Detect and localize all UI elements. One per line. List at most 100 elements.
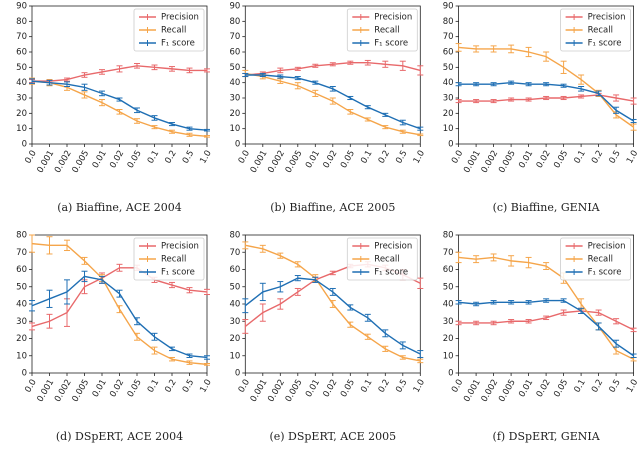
error-bar <box>455 320 462 326</box>
error-bar <box>329 97 336 105</box>
error-bar <box>64 279 70 305</box>
error-bar <box>613 339 620 348</box>
legend-label: Recall <box>374 26 399 36</box>
x-tick-label: 0.05 <box>339 149 357 170</box>
x-tick-label: 0.1 <box>572 378 587 395</box>
error-bar <box>525 256 532 269</box>
error-bar <box>543 262 550 270</box>
error-bar <box>151 64 158 71</box>
y-tick-label: 10 <box>229 124 240 134</box>
error-bar <box>578 74 585 85</box>
chart-caption: (e) DSpERT, ACE 2005 <box>269 430 396 443</box>
x-tick-label: 0.5 <box>394 378 409 395</box>
error-bar <box>347 321 354 328</box>
error-bar <box>347 109 354 115</box>
legend-box <box>133 8 205 52</box>
error-bar <box>29 322 35 331</box>
y-tick-label: 60 <box>443 48 454 58</box>
error-bar <box>277 298 284 310</box>
error-bar <box>312 63 319 68</box>
x-tick-label: 0.1 <box>146 378 161 395</box>
error-bar <box>204 128 210 132</box>
error-bar <box>490 99 497 104</box>
x-tick-label: 0.5 <box>394 149 409 166</box>
x-tick-label: 0.0 <box>450 149 465 166</box>
error-bar <box>186 126 193 131</box>
error-bar <box>399 119 406 126</box>
error-bar <box>204 355 210 360</box>
error-bar <box>294 287 301 296</box>
error-bar <box>382 112 389 117</box>
y-tick-label: 50 <box>229 282 240 292</box>
y-tick-label: 50 <box>229 63 240 73</box>
legend-label: Recall <box>161 255 186 265</box>
error-bar <box>595 322 602 331</box>
error-bar <box>242 298 249 314</box>
error-bar <box>490 82 497 87</box>
x-tick-label: 0.01 <box>517 378 535 399</box>
error-bar <box>134 63 140 69</box>
x-tick-label: 0.005 <box>70 149 91 175</box>
y-tick-label: 70 <box>229 32 240 42</box>
error-bar <box>525 82 532 87</box>
error-bar <box>134 317 140 326</box>
y-tick-label: 50 <box>443 282 454 292</box>
y-tick-label: 30 <box>16 94 27 104</box>
error-bar <box>169 66 175 72</box>
x-tick-label: 0.2 <box>163 149 178 166</box>
x-tick-label: 0.2 <box>590 149 605 166</box>
error-bar <box>364 333 371 340</box>
y-tick-label: 30 <box>443 317 454 327</box>
error-bar <box>455 300 462 305</box>
error-bar <box>417 65 424 76</box>
legend-label: Recall <box>588 255 613 265</box>
chart-caption: (f) DSpERT, GENIA <box>493 430 601 443</box>
error-bar <box>560 60 567 74</box>
error-bar <box>46 236 53 255</box>
y-tick-label: 70 <box>16 248 27 258</box>
error-bar <box>578 86 585 92</box>
y-tick-label: 60 <box>443 265 454 275</box>
error-bar <box>525 46 532 58</box>
y-tick-label: 80 <box>443 17 454 27</box>
error-bar <box>473 301 480 307</box>
legend-label: F₁ score <box>374 39 408 49</box>
error-bar <box>186 360 193 365</box>
error-bar <box>543 95 550 101</box>
error-bar <box>508 44 515 54</box>
error-bar <box>169 281 175 289</box>
x-tick-label: 0.1 <box>146 149 161 166</box>
x-tick-label: 0.01 <box>304 378 322 399</box>
legend-label: Precision <box>161 13 199 23</box>
error-bar <box>630 123 637 131</box>
y-tick-label: 50 <box>443 63 454 73</box>
x-tick-label: 0.02 <box>535 378 553 399</box>
error-bar <box>277 281 284 293</box>
error-bar <box>134 118 140 124</box>
error-bar <box>259 244 266 253</box>
series-line <box>31 80 208 131</box>
error-bar <box>399 60 406 71</box>
y-tick-label: 90 <box>443 2 454 12</box>
error-bar <box>595 309 602 316</box>
series-line <box>458 310 634 331</box>
error-bar <box>490 253 497 262</box>
error-bar <box>473 320 480 326</box>
error-bar <box>116 289 123 298</box>
error-bar <box>99 69 105 75</box>
y-tick-label: 50 <box>16 282 27 292</box>
error-bar <box>578 94 585 99</box>
error-bar <box>560 309 567 316</box>
error-bar <box>630 327 637 333</box>
x-tick-label: 1.0 <box>625 149 640 166</box>
series-line <box>458 81 634 122</box>
y-tick-label: 60 <box>16 265 27 275</box>
y-tick-label: 70 <box>443 32 454 42</box>
y-tick-label: 80 <box>16 17 27 27</box>
y-tick-label: 80 <box>229 231 240 241</box>
x-tick-label: 0.2 <box>163 378 178 395</box>
error-bar <box>455 99 462 104</box>
y-tick-label: 0 <box>22 140 27 150</box>
error-bar <box>417 277 424 289</box>
y-tick-label: 20 <box>229 334 240 344</box>
